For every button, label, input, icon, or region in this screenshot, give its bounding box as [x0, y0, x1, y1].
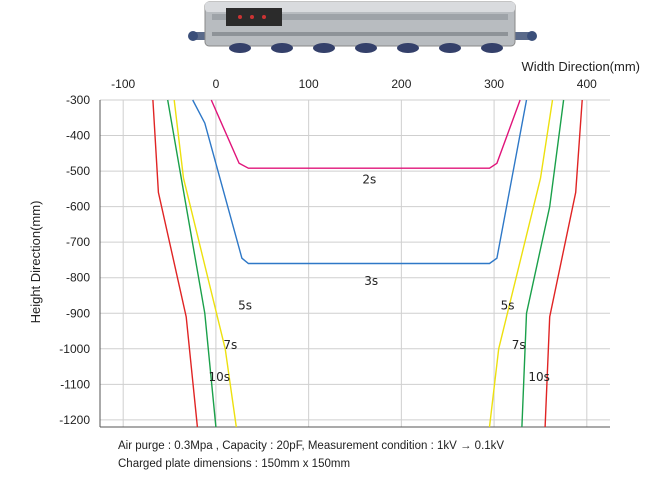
series-label-10s: 10s — [208, 370, 230, 384]
y-tick-label: -500 — [66, 164, 90, 178]
series-line-7s-left — [167, 99, 217, 428]
series-label-3s: 3s — [364, 274, 378, 288]
y-tick-label: -1000 — [59, 342, 90, 356]
caption-line-1: Air purge : 0.3Mpa , Capacity : 20pF, Me… — [118, 440, 505, 452]
series-label-2s: 2s — [362, 173, 376, 187]
y-tick-label: -400 — [66, 129, 90, 143]
series-line-2s-left — [210, 99, 521, 169]
series-line-5s-right — [488, 99, 554, 428]
x-tick-label: 400 — [577, 77, 597, 91]
y-axis-title: Height Direction(mm) — [28, 201, 43, 324]
grid — [99, 99, 610, 428]
x-tick-label: 0 — [213, 77, 220, 91]
series-line-10s-left — [152, 99, 199, 428]
x-tick-label: 300 — [484, 77, 504, 91]
y-tick-label: -1200 — [59, 413, 90, 427]
series-label-10s: 10s — [528, 370, 550, 384]
series-labels: 2s 3s 5s 5s 7s 7s 10s 10s — [208, 173, 549, 384]
series-label-7s: 7s — [512, 338, 526, 352]
series-line-7s-right — [521, 99, 565, 428]
caption-line-2: Charged plate dimensions : 150mm x 150mm — [118, 458, 351, 470]
series-line-10s-right — [544, 99, 583, 428]
y-tick-label: -900 — [66, 306, 90, 320]
tick-labels: -100 0 100 200 300 400-300-400-500-600-700-80… — [59, 77, 597, 427]
y-tick-label: -800 — [66, 271, 90, 285]
x-tick-label: -100 — [111, 77, 135, 91]
series-label-5s: 5s — [238, 299, 252, 313]
y-tick-label: -700 — [66, 235, 90, 249]
series-lines — [152, 99, 583, 428]
y-tick-label: -1100 — [60, 377, 90, 391]
ionizer-device-image — [188, 1, 537, 53]
series-label-7s: 7s — [223, 338, 237, 352]
series-label-5s: 5s — [501, 299, 515, 313]
series-line-3s-left — [192, 99, 528, 265]
x-tick-label: 200 — [391, 77, 411, 91]
y-tick-label: -300 — [66, 93, 90, 107]
y-tick-label: -600 — [66, 200, 90, 214]
x-axis-title: Width Direction(mm) — [522, 59, 640, 74]
series-line-5s-left — [173, 99, 237, 428]
x-tick-label: 100 — [299, 77, 319, 91]
